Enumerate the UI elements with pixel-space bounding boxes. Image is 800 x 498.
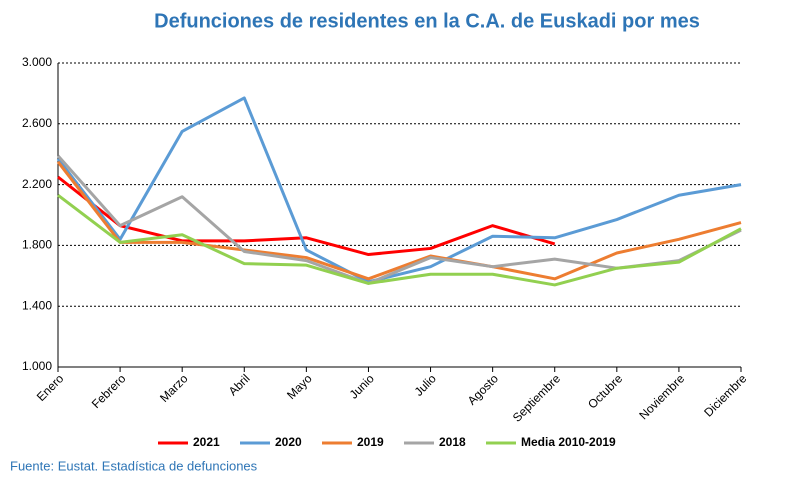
y-tick-label: 2.600 (22, 116, 52, 130)
chart-title: Defunciones de residentes en la C.A. de … (154, 10, 700, 32)
legend-label: Media 2010-2019 (521, 435, 616, 449)
x-tick-label: Abril (226, 371, 253, 398)
y-tick-label: 1.400 (22, 298, 52, 312)
source: Fuente: Eustat. Estadística de defuncion… (10, 458, 258, 473)
x-tick-label: Febrero (89, 371, 129, 411)
x-tick-label: Mayo (284, 371, 315, 402)
y-tick-label: 1.000 (22, 359, 52, 373)
legend-label: 2021 (193, 435, 220, 449)
y-tick-label: 3.000 (22, 55, 52, 69)
legend-label: 2018 (439, 435, 466, 449)
series-line (56, 96, 742, 284)
x-tick-label: Junio (347, 371, 377, 401)
x-tick-label: Septiembre (510, 371, 564, 425)
y-tick-label: 2.200 (22, 177, 52, 191)
series-line (56, 160, 742, 281)
x-tick-label: Diciembre (701, 371, 749, 419)
x-tick-label: Octubre (585, 371, 625, 411)
x-tick-label: Marzo (157, 371, 191, 405)
legend-label: 2019 (357, 435, 384, 449)
x-tick-label: Noviembre (636, 371, 687, 422)
series-line (57, 194, 742, 287)
series-line (56, 154, 742, 285)
x-tick-label: Enero (34, 371, 67, 404)
y-tick-label: 1.800 (22, 238, 52, 252)
series-line (57, 175, 556, 257)
legend-label: 2020 (275, 435, 302, 449)
x-tick-label: Agosto (465, 371, 502, 408)
x-tick-label: Julio (412, 371, 440, 399)
